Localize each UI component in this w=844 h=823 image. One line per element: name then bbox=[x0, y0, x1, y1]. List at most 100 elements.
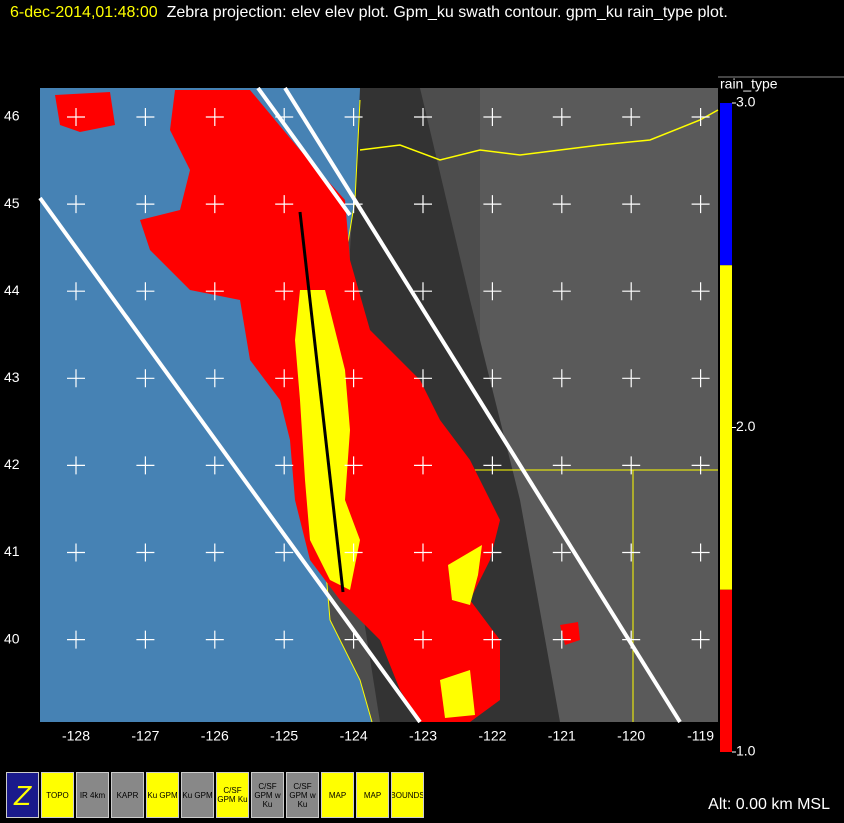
colorbar-tick-label: 2.0 bbox=[736, 418, 756, 434]
grid-cross bbox=[67, 630, 85, 649]
toolbar-icon[interactable]: MAP bbox=[356, 772, 389, 818]
toolbar-icon[interactable]: MAP bbox=[321, 772, 354, 818]
grid-cross bbox=[552, 195, 571, 214]
grid-cross bbox=[622, 195, 641, 214]
grid-cross bbox=[483, 108, 502, 126]
toolbar-icon[interactable]: Ku GPM bbox=[146, 772, 179, 818]
grid-cross bbox=[622, 369, 641, 388]
grid-cross bbox=[622, 543, 641, 562]
border bbox=[359, 109, 719, 161]
swath-edge bbox=[283, 86, 682, 724]
grid-cross bbox=[483, 282, 502, 301]
grid-cross bbox=[275, 369, 294, 388]
grid-cross bbox=[136, 195, 155, 214]
grid-cross bbox=[691, 282, 710, 301]
grid-cross bbox=[622, 108, 641, 126]
grid-cross bbox=[205, 369, 224, 388]
toolbar-icon[interactable]: C/SF GPM w Ku bbox=[286, 772, 319, 818]
lat-label: 41 bbox=[4, 543, 20, 559]
grid-cross bbox=[275, 456, 294, 475]
grid-cross bbox=[483, 543, 502, 562]
rain-convective bbox=[440, 670, 475, 718]
grid-cross bbox=[691, 543, 710, 562]
lon-label: -126 bbox=[201, 728, 229, 744]
colorbar-label: rain_type bbox=[720, 76, 778, 92]
grid-cross bbox=[136, 282, 155, 301]
grid-cross bbox=[552, 282, 571, 301]
grid-cross bbox=[552, 456, 571, 475]
grid-cross bbox=[414, 195, 432, 214]
grid-cross bbox=[67, 108, 85, 126]
grid-cross bbox=[136, 630, 155, 649]
grid-cross bbox=[622, 630, 641, 649]
grid-cross bbox=[67, 195, 85, 214]
grid-cross bbox=[344, 456, 363, 475]
grid-cross bbox=[344, 543, 363, 562]
colorbar-tick-label: 3.0 bbox=[736, 94, 756, 110]
grid-cross bbox=[67, 369, 85, 388]
grid-cross bbox=[414, 369, 432, 388]
lon-label: -128 bbox=[62, 728, 90, 744]
timestamp: 6-dec-2014,01:48:00 bbox=[10, 4, 158, 21]
lat-label: 46 bbox=[4, 108, 20, 124]
grid-cross bbox=[691, 456, 710, 475]
lat-label: 43 bbox=[4, 369, 20, 385]
grid-cross bbox=[552, 369, 571, 388]
grid-cross bbox=[691, 108, 710, 126]
grid-cross bbox=[205, 282, 224, 301]
grid-cross bbox=[691, 630, 710, 649]
grid-cross bbox=[483, 456, 502, 475]
grid-cross bbox=[275, 630, 294, 649]
grid-cross bbox=[483, 630, 502, 649]
toolbar-icon[interactable]: TOPO bbox=[41, 772, 74, 818]
lat-label: 44 bbox=[4, 282, 20, 298]
grid-cross bbox=[205, 630, 224, 649]
grid-cross bbox=[67, 456, 85, 475]
lat-label: 45 bbox=[4, 195, 20, 211]
lon-label: -124 bbox=[340, 728, 368, 744]
toolbar-icon[interactable]: Ku GPM bbox=[181, 772, 214, 818]
grid-cross bbox=[205, 108, 224, 126]
grid-cross bbox=[275, 195, 294, 214]
lat-label: 40 bbox=[4, 630, 20, 646]
status: Alt: 0.00 km MSL bbox=[708, 796, 830, 813]
lon-label: -125 bbox=[270, 728, 298, 744]
grid-cross bbox=[344, 282, 363, 301]
rain-stratiform bbox=[55, 92, 115, 132]
grid-cross bbox=[344, 195, 363, 214]
toolbar-icon[interactable]: IR 4km bbox=[76, 772, 109, 818]
grid-cross bbox=[622, 282, 641, 301]
toolbar-icon[interactable]: Z bbox=[6, 772, 39, 818]
lon-label: -120 bbox=[617, 728, 645, 744]
grid-cross bbox=[552, 630, 571, 649]
lon-label: -121 bbox=[548, 728, 576, 744]
header: 6-dec-2014,01:48:00 Zebra projection: el… bbox=[10, 2, 840, 24]
grid-cross bbox=[67, 543, 85, 562]
grid-cross bbox=[205, 456, 224, 475]
toolbar-icon[interactable]: C/SF GPM Ku bbox=[216, 772, 249, 818]
grid-cross bbox=[414, 282, 432, 301]
toolbar-icon[interactable]: BOUNDS bbox=[391, 772, 424, 818]
lon-label: -122 bbox=[478, 728, 506, 744]
grid-cross bbox=[483, 369, 502, 388]
grid-cross bbox=[344, 108, 363, 126]
grid-cross bbox=[136, 108, 155, 126]
grid-cross bbox=[205, 195, 224, 214]
toolbar-icon[interactable]: C/SF GPM w Ku bbox=[251, 772, 284, 818]
lon-label: -119 bbox=[687, 728, 714, 744]
grid-cross bbox=[414, 456, 432, 475]
toolbar-icon[interactable]: KAPR bbox=[111, 772, 144, 818]
grid-cross bbox=[691, 195, 710, 214]
colorbar-band bbox=[720, 589, 732, 752]
grid-cross bbox=[275, 108, 294, 126]
grid-cross bbox=[622, 456, 641, 475]
grid-cross bbox=[483, 195, 502, 214]
toolbar: Z TOPO IR 4km KAPR Ku GPM Ku GPM C/SF GPM Ku C/… bbox=[6, 772, 424, 818]
grid-cross bbox=[552, 108, 571, 126]
grid-cross bbox=[136, 369, 155, 388]
grid-cross bbox=[691, 369, 710, 388]
lon-label: -123 bbox=[409, 728, 437, 744]
grid-cross bbox=[414, 108, 432, 126]
